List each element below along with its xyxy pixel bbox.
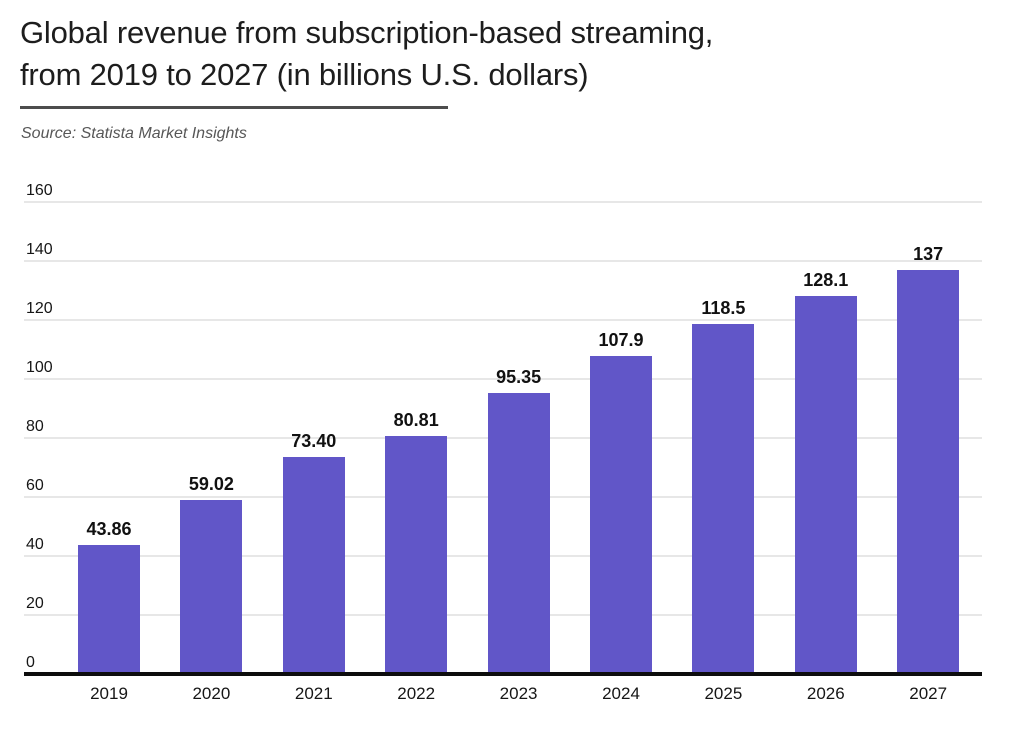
- value-label-2019: 43.86: [86, 518, 132, 539]
- value-label-2022: 80.81: [393, 409, 439, 430]
- bar-2027: [897, 269, 960, 674]
- chart-title-line2: from 2019 to 2027 (in billions U.S. doll…: [20, 57, 589, 92]
- value-label-2021: 73.40: [291, 431, 337, 452]
- y-tick-label-60: 60: [26, 477, 44, 494]
- bar-2021: [282, 457, 345, 674]
- x-tick-label-2025: 2025: [704, 684, 743, 703]
- gridline-120: [24, 319, 982, 321]
- gridline-140: [24, 260, 982, 262]
- chart-title-line1: Global revenue from subscription-based s…: [20, 15, 714, 50]
- x-tick-label-2024: 2024: [602, 684, 640, 703]
- gridline-160: [24, 201, 982, 203]
- chart-title: Global revenue from subscription-based s…: [20, 12, 713, 96]
- bar-2023: [487, 392, 550, 674]
- title-underline-rule: [20, 106, 448, 109]
- y-tick-label-0: 0: [26, 654, 35, 671]
- value-label-2020: 59.02: [188, 473, 234, 494]
- y-tick-label-120: 120: [26, 300, 53, 317]
- bar-2019: [78, 544, 140, 674]
- x-tick-label-2027: 2027: [909, 684, 948, 703]
- y-tick-label-80: 80: [26, 418, 44, 435]
- gridline-100: [24, 378, 982, 380]
- value-label-2025: 118.5: [701, 298, 746, 319]
- source-note: Source: Statista Market Insights: [21, 125, 247, 142]
- bar-2020: [180, 499, 243, 674]
- x-tick-label-2021: 2021: [294, 684, 333, 703]
- x-tick-label-2019: 2019: [90, 684, 128, 703]
- bar-2022: [385, 435, 448, 674]
- bar-2025: [692, 324, 755, 674]
- value-label-2027: 137: [913, 243, 944, 264]
- y-tick-label-100: 100: [26, 359, 53, 376]
- y-tick-label-140: 140: [26, 241, 53, 258]
- y-tick-label-20: 20: [26, 595, 44, 612]
- y-tick-label-40: 40: [26, 536, 44, 553]
- value-label-2023: 95.35: [496, 366, 542, 387]
- x-tick-label-2020: 2020: [192, 684, 231, 703]
- bar-2026: [794, 296, 857, 674]
- value-label-2026: 128.1: [803, 270, 849, 291]
- y-tick-label-160: 160: [26, 182, 53, 199]
- x-tick-label-2023: 2023: [499, 684, 538, 703]
- x-tick-label-2026: 2026: [806, 684, 845, 703]
- value-label-2024: 107.9: [598, 329, 644, 350]
- x-axis-line: [24, 672, 982, 676]
- bar-2024: [590, 355, 652, 674]
- x-tick-label-2022: 2022: [397, 684, 436, 703]
